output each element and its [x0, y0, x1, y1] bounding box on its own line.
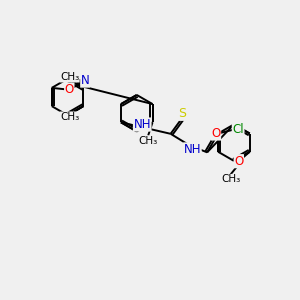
Text: N: N: [81, 74, 89, 87]
Text: CH₃: CH₃: [60, 112, 79, 122]
Text: S: S: [178, 107, 186, 120]
Text: CH₃: CH₃: [60, 72, 79, 82]
Text: O: O: [211, 127, 220, 140]
Text: O: O: [65, 83, 74, 96]
Text: NH: NH: [184, 143, 201, 156]
Text: CH₃: CH₃: [139, 136, 158, 146]
Text: NH: NH: [134, 118, 151, 131]
Text: O: O: [234, 155, 244, 168]
Text: Cl: Cl: [232, 123, 244, 136]
Text: CH₃: CH₃: [221, 174, 240, 184]
